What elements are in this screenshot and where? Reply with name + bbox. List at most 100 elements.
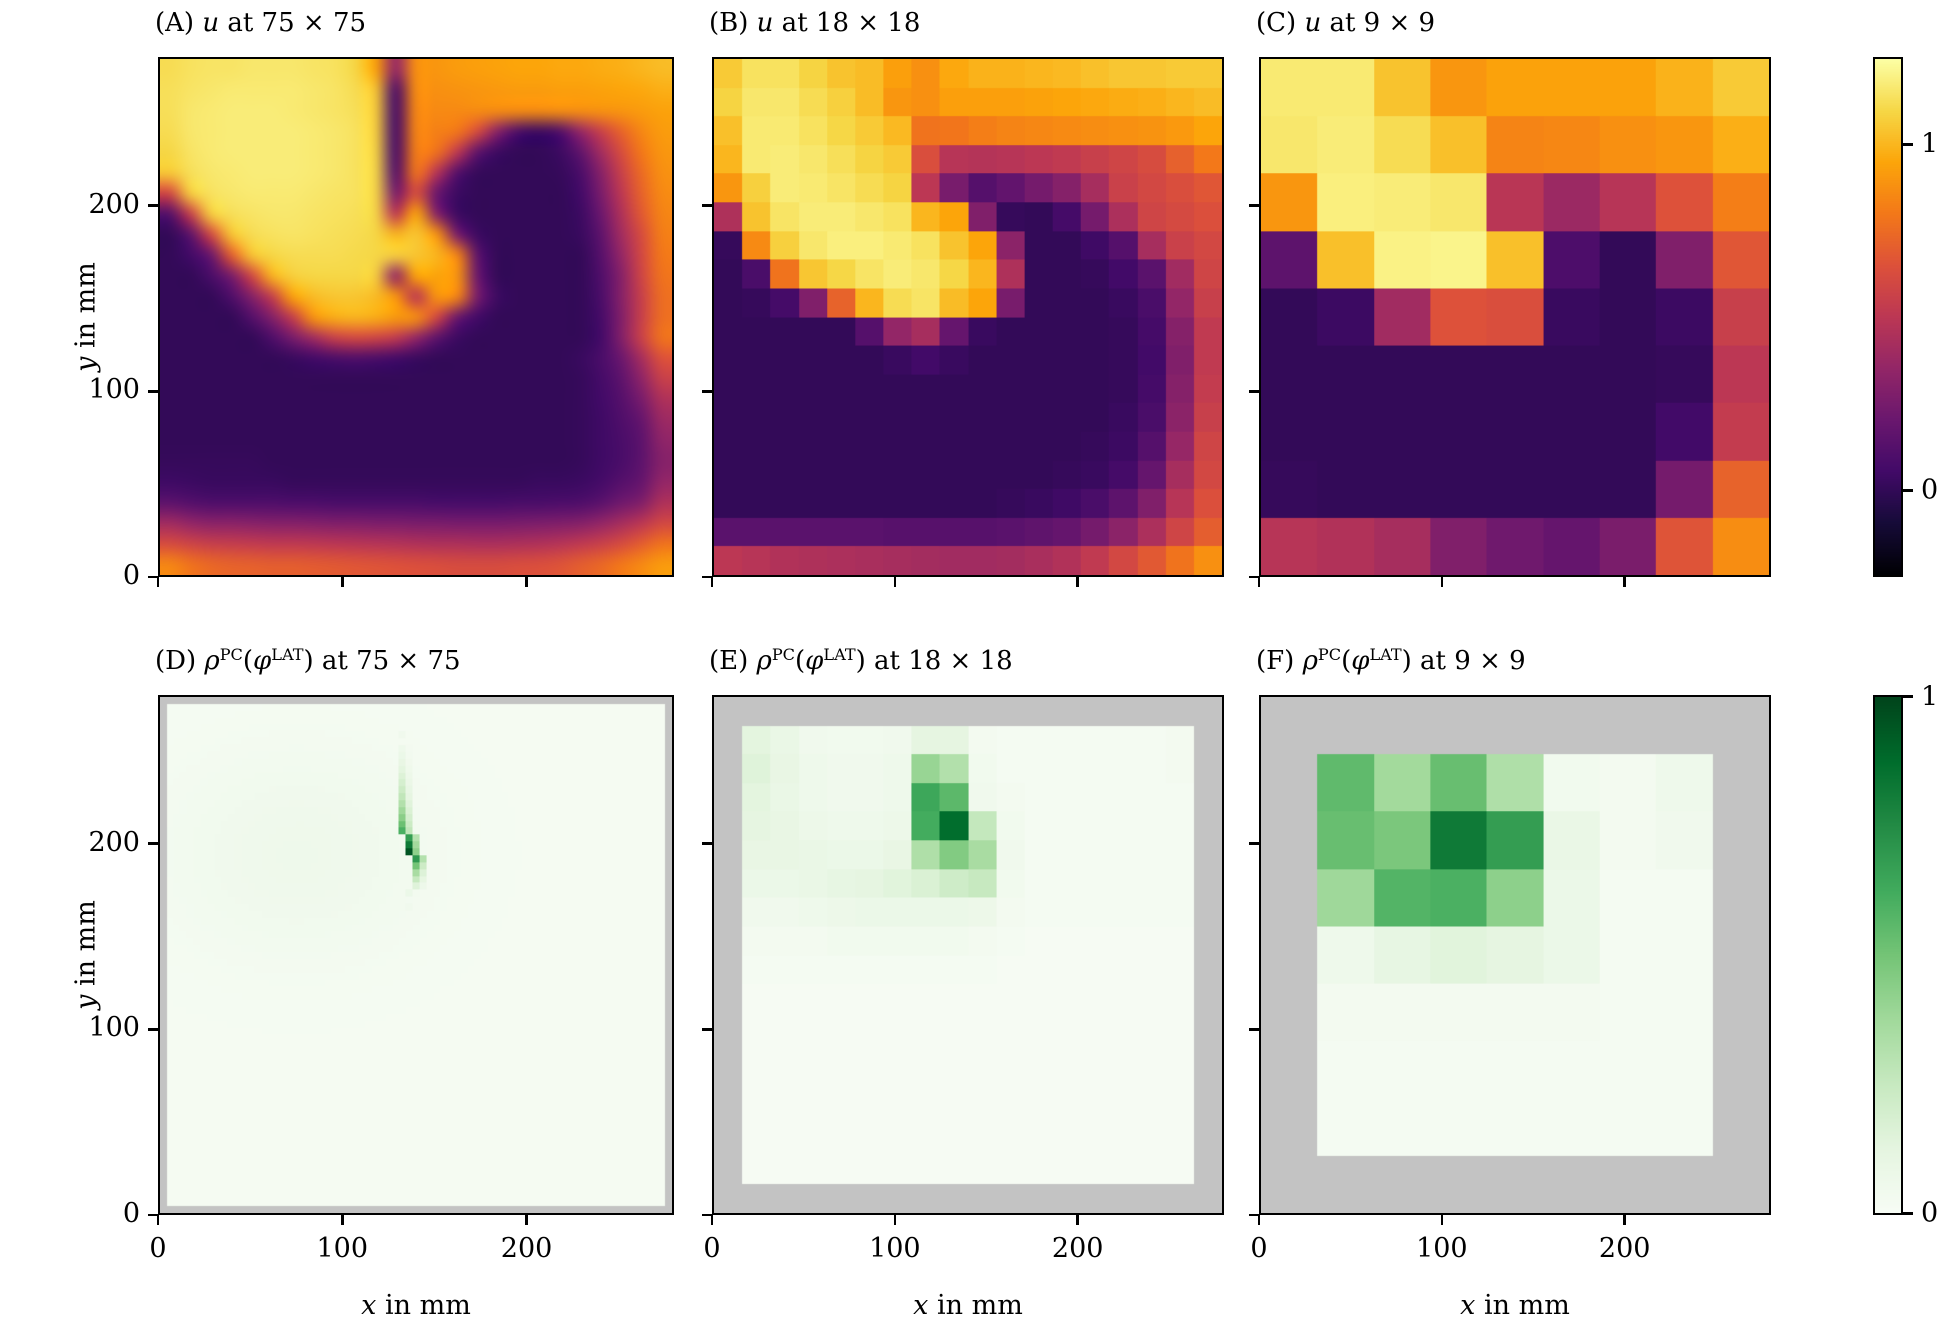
heatmap-panel-F [1259, 695, 1771, 1215]
y-tick-D-0 [148, 1213, 158, 1217]
x-axis-label-E: x in mm [913, 1290, 1023, 1321]
panel-title-C: (C) u at 9 × 9 [1256, 8, 1435, 38]
x-tick-F-200 [1623, 1215, 1626, 1225]
y-tick-D-200 [148, 842, 158, 845]
heatmap-image-C [1261, 59, 1769, 575]
x-tick-A-200 [525, 577, 528, 587]
y-tick-E-100 [702, 1028, 712, 1031]
x-tick-F-100 [1440, 1215, 1444, 1225]
text-part: (B) [709, 8, 757, 38]
y-tick-label-A-200: 200 [88, 188, 140, 220]
text-part: u [202, 8, 220, 38]
colorbar-top-gradient [1875, 59, 1901, 575]
x-axis-label-D: x in mm [361, 1290, 471, 1321]
y-tick-F-200 [1249, 842, 1259, 845]
heatmap-panel-B [712, 57, 1224, 577]
text-part: x [1460, 1290, 1476, 1321]
heatmap-image-B [714, 59, 1222, 575]
y-tick-A-100 [148, 390, 158, 393]
heatmap-panel-C [1259, 57, 1771, 577]
x-tick-F-0 [1257, 1215, 1261, 1225]
text-part: ) at 9 × 9 [1401, 646, 1526, 676]
x-tick-label-F-200: 200 [1598, 1233, 1651, 1264]
text-part: φ [805, 646, 824, 676]
text-part: LAT [271, 645, 304, 665]
y-tick-C-200 [1249, 204, 1259, 207]
text-part: x [913, 1290, 929, 1321]
colorbar-bottom-tick-0 [1903, 1212, 1913, 1215]
text-part: LAT [1369, 645, 1402, 665]
panel-title-D: (D) ρPC(φLAT) at 75 × 75 [155, 645, 461, 676]
colorbar-top [1873, 57, 1903, 577]
text-part: in mm [1475, 1290, 1570, 1321]
y-tick-B-200 [702, 204, 712, 207]
x-tick-C-100 [1440, 577, 1444, 587]
text-part: at 75 × 75 [219, 8, 367, 38]
colorbar-top-tick-0 [1903, 489, 1913, 492]
y-tick-C-0 [1249, 575, 1259, 579]
y-tick-D-100 [148, 1028, 158, 1031]
heatmap-image-D [160, 697, 672, 1213]
x-axis-label-F: x in mm [1460, 1290, 1570, 1321]
x-tick-B-100 [893, 577, 897, 587]
text-part: ) at 18 × 18 [855, 646, 1013, 676]
colorbar-top-label-0: 0 [1921, 474, 1939, 506]
text-part: ρ [756, 646, 772, 676]
x-tick-B-0 [710, 577, 714, 587]
text-part: y [70, 356, 102, 372]
x-tick-B-200 [1076, 577, 1079, 587]
panel-title-F: (F) ρPC(φLAT) at 9 × 9 [1256, 645, 1526, 676]
text-part: (F) [1256, 646, 1303, 676]
text-part: φ [253, 646, 272, 676]
text-part: at 18 × 18 [773, 8, 921, 38]
colorbar-top-tick-1 [1903, 143, 1913, 146]
text-part: in mm [70, 900, 102, 995]
y-tick-B-100 [702, 390, 712, 393]
text-part: x [361, 1290, 377, 1321]
text-part: u [1304, 8, 1322, 38]
x-tick-C-200 [1623, 577, 1626, 587]
x-tick-D-100 [341, 1215, 344, 1225]
y-tick-label-D-0: 0 [122, 1197, 140, 1229]
text-part: (D) [155, 646, 205, 676]
x-tick-label-E-200: 200 [1051, 1233, 1104, 1264]
panel-title-B: (B) u at 18 × 18 [709, 8, 920, 38]
y-tick-F-0 [1249, 1213, 1259, 1217]
text-part: (C) [1256, 8, 1305, 38]
text-part: ( [242, 646, 254, 676]
panel-title-E: (E) ρPC(φLAT) at 18 × 18 [709, 645, 1013, 676]
heatmap-image-A [160, 59, 672, 575]
y-tick-F-100 [1249, 1028, 1259, 1031]
heatmap-image-E [714, 697, 1222, 1213]
text-part: PC [1317, 645, 1342, 665]
x-tick-A-0 [156, 577, 160, 587]
x-tick-D-200 [525, 1215, 528, 1225]
colorbar-bottom-gradient [1875, 697, 1901, 1213]
x-tick-E-0 [710, 1215, 714, 1225]
panel-title-A: (A) u at 75 × 75 [155, 8, 366, 38]
heatmap-panel-D [158, 695, 674, 1215]
y-tick-label-D-100: 100 [88, 1012, 140, 1044]
x-tick-C-0 [1257, 577, 1261, 587]
text-part: (A) [155, 8, 203, 38]
colorbar-bottom [1873, 695, 1903, 1215]
heatmap-panel-E [712, 695, 1224, 1215]
x-tick-label-E-100: 100 [869, 1233, 921, 1264]
x-tick-label-D-0: 0 [149, 1233, 167, 1264]
heatmap-image-F [1261, 697, 1769, 1213]
y-tick-label-D-200: 200 [88, 826, 140, 858]
text-part: φ [1351, 646, 1370, 676]
y-tick-E-200 [702, 842, 712, 845]
y-tick-B-0 [702, 575, 712, 579]
x-tick-label-E-0: 0 [703, 1233, 721, 1264]
x-tick-D-0 [156, 1215, 160, 1225]
text-part: at 9 × 9 [1321, 8, 1436, 38]
x-tick-A-100 [341, 577, 344, 587]
text-part: in mm [928, 1290, 1023, 1321]
colorbar-top-label-1: 1 [1921, 128, 1939, 160]
x-tick-E-200 [1076, 1215, 1079, 1225]
y-tick-A-0 [148, 575, 158, 579]
text-part: ( [1341, 646, 1352, 676]
colorbar-bottom-tick-1 [1903, 695, 1913, 698]
